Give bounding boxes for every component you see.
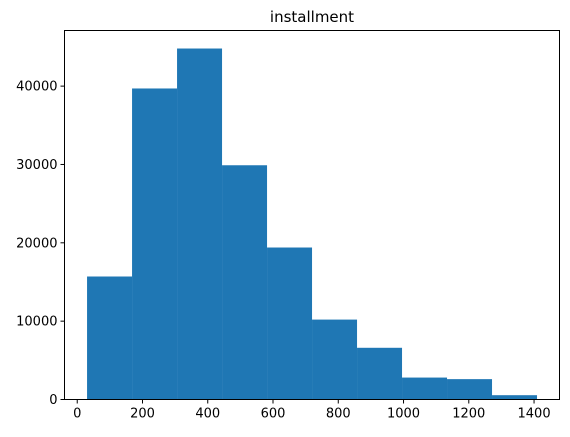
x-tick-label-5: 1000 <box>387 407 420 422</box>
histogram-bar-4 <box>267 247 313 400</box>
plot-frame <box>64 30 560 400</box>
y-tick-label-3: 30000 <box>16 158 57 173</box>
x-tick-label-6: 1200 <box>452 407 485 422</box>
histogram-bar-6 <box>357 347 403 400</box>
histogram-bar-9 <box>492 395 538 400</box>
histogram-bar-2 <box>177 48 223 400</box>
histogram-bar-1 <box>132 88 178 400</box>
y-axis: 0 10000 20000 30000 40000 <box>16 80 65 408</box>
x-axis: 0 200 400 600 800 1000 1200 1400 <box>73 399 551 422</box>
x-tick-label-0: 0 <box>73 407 81 422</box>
histogram-bar-7 <box>402 377 448 400</box>
y-tick-label-1: 10000 <box>16 315 57 330</box>
y-tick-label-0: 0 <box>49 393 57 408</box>
x-tick-label-1: 200 <box>130 407 155 422</box>
x-tick-label-3: 600 <box>261 407 286 422</box>
y-tick-label-4: 40000 <box>16 80 57 95</box>
histogram-bar-0 <box>87 276 133 400</box>
histogram-bars <box>87 48 538 400</box>
chart-title: installment <box>270 8 354 26</box>
x-tick-label-2: 400 <box>195 407 220 422</box>
histogram-bar-3 <box>222 165 268 400</box>
x-tick-label-4: 800 <box>326 407 351 422</box>
y-tick-label-2: 20000 <box>16 236 57 251</box>
histogram-bar-5 <box>312 319 358 400</box>
x-tick-label-7: 1400 <box>518 407 551 422</box>
histogram-bar-8 <box>447 379 493 400</box>
